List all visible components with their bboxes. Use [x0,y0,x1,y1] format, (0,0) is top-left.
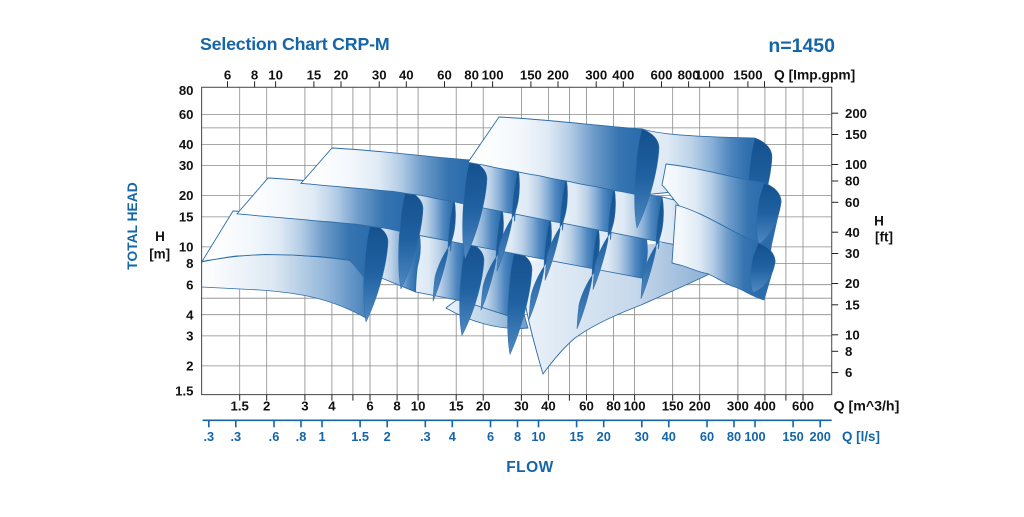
svg-text:.3: .3 [420,429,431,444]
svg-text:Q [m^3/h]: Q [m^3/h] [834,399,900,415]
svg-text:30: 30 [179,158,194,173]
svg-text:8: 8 [514,429,521,444]
svg-text:1.5: 1.5 [231,399,249,414]
svg-text:100: 100 [482,68,504,83]
svg-text:15: 15 [449,399,464,414]
svg-text:200: 200 [547,68,569,83]
svg-text:200: 200 [845,106,867,121]
svg-text:80: 80 [845,174,860,189]
svg-text:300: 300 [585,68,607,83]
svg-text:10: 10 [179,240,194,255]
svg-text:15: 15 [179,210,194,225]
svg-text:Q [Imp.gpm]: Q [Imp.gpm] [774,68,855,83]
svg-text:10: 10 [411,399,426,414]
svg-text:1.5: 1.5 [175,384,193,399]
svg-text:400: 400 [754,399,776,414]
svg-text:40: 40 [399,68,414,83]
svg-text:3: 3 [301,399,308,414]
svg-text:150: 150 [845,127,867,142]
svg-text:1500: 1500 [733,68,762,83]
svg-text:1000: 1000 [695,68,724,83]
svg-text:800: 800 [678,68,700,83]
svg-text:.8: .8 [296,429,307,444]
svg-text:20: 20 [476,399,491,414]
svg-text:20: 20 [597,429,611,444]
svg-text:3: 3 [186,329,193,344]
svg-text:30: 30 [845,246,860,261]
svg-text:600: 600 [792,399,814,414]
svg-text:100: 100 [744,429,765,444]
svg-text:15: 15 [845,297,860,312]
svg-text:.3: .3 [203,429,214,444]
svg-text:60: 60 [700,429,714,444]
svg-text:10: 10 [268,68,283,83]
svg-text:Q [l/s]: Q [l/s] [842,429,880,444]
svg-text:20: 20 [845,276,860,291]
svg-text:[m]: [m] [149,247,170,262]
svg-text:4: 4 [186,307,194,322]
svg-text:80: 80 [606,399,621,414]
svg-text:4: 4 [328,399,336,414]
svg-text:150: 150 [782,429,803,444]
svg-text:8: 8 [393,399,400,414]
svg-text:100: 100 [624,399,646,414]
svg-text:6: 6 [487,429,494,444]
svg-text:H: H [155,229,165,244]
svg-text:100: 100 [845,157,867,172]
svg-text:20: 20 [334,68,349,83]
svg-text:1: 1 [318,429,325,444]
svg-text:80: 80 [179,83,194,98]
svg-text:TOTAL HEAD: TOTAL HEAD [125,182,140,269]
svg-text:40: 40 [662,429,676,444]
svg-text:6: 6 [366,399,373,414]
svg-text:40: 40 [541,399,556,414]
svg-text:60: 60 [845,195,860,210]
svg-text:2: 2 [384,429,391,444]
svg-text:8: 8 [186,256,193,271]
svg-text:n=1450: n=1450 [768,35,835,57]
svg-text:150: 150 [662,399,684,414]
svg-text:15: 15 [569,429,583,444]
svg-text:20: 20 [179,188,194,203]
svg-text:40: 40 [179,137,194,152]
svg-text:2: 2 [263,399,270,414]
svg-text:8: 8 [845,344,852,359]
svg-text:200: 200 [689,399,711,414]
svg-text:1.5: 1.5 [351,429,369,444]
svg-text:80: 80 [464,68,479,83]
svg-text:60: 60 [579,399,594,414]
svg-text:60: 60 [437,68,452,83]
svg-text:600: 600 [650,68,672,83]
svg-text:60: 60 [179,107,194,122]
svg-text:.6: .6 [269,429,280,444]
svg-text:[ft]: [ft] [875,230,893,245]
svg-text:8: 8 [251,68,258,83]
svg-text:400: 400 [612,68,634,83]
svg-text:6: 6 [845,365,852,380]
svg-text:FLOW: FLOW [506,459,554,476]
svg-text:Selection Chart CRP-M: Selection Chart CRP-M [200,34,389,54]
svg-text:.3: .3 [230,429,241,444]
svg-text:4: 4 [449,429,457,444]
svg-text:6: 6 [224,68,231,83]
svg-text:300: 300 [727,399,749,414]
svg-text:200: 200 [810,429,831,444]
svg-text:40: 40 [845,225,860,240]
svg-text:2: 2 [186,359,193,374]
svg-text:150: 150 [520,68,542,83]
svg-text:6: 6 [186,277,193,292]
svg-text:30: 30 [372,68,387,83]
svg-text:10: 10 [845,327,860,342]
svg-text:H: H [874,214,884,229]
svg-text:10: 10 [531,429,545,444]
svg-text:15: 15 [307,68,322,83]
svg-text:80: 80 [727,429,741,444]
svg-text:30: 30 [635,429,649,444]
svg-text:30: 30 [514,399,529,414]
